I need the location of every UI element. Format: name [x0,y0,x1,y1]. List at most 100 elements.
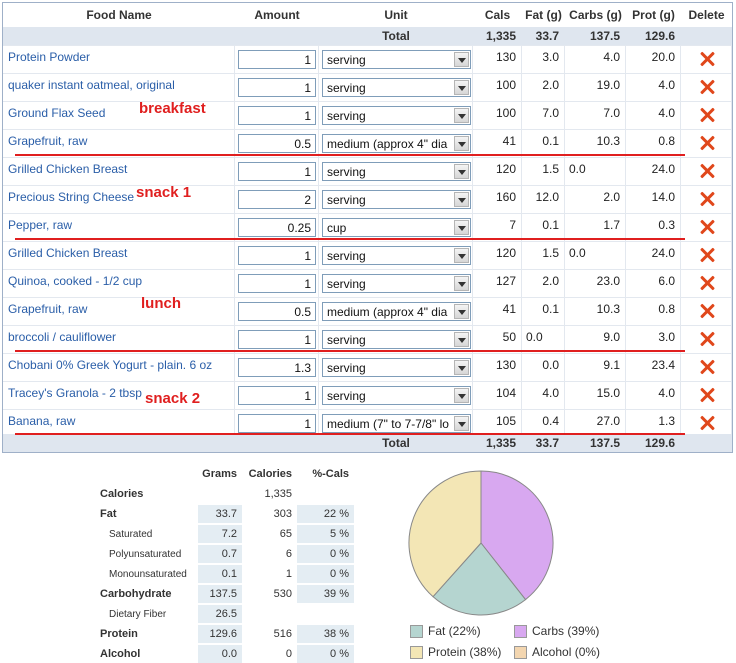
nutrient-label: Protein [100,628,138,640]
unit-selected-value: serving [327,361,366,375]
food-name-link[interactable]: Grilled Chicken Breast [3,242,235,269]
amount-input[interactable]: 1 [238,50,316,69]
cals-value: 105 [473,410,522,437]
carbs-value: 27.0 [565,410,626,437]
delete-icon[interactable] [699,247,715,263]
unit-select[interactable]: serving [322,330,471,349]
fat-value: 3.0 [522,46,565,73]
food-name-link[interactable]: Grapefruit, raw [3,298,235,325]
unit-select[interactable]: serving [322,162,471,181]
food-row: Ground Flax Seed 1 serving 100 7.0 7.0 4.0 [3,101,732,129]
nutrition-summary: Grams Calories %-Cals Calories 1,335 Fat 33… [96,463,356,663]
amount-input[interactable]: 1 [238,386,316,405]
unit-select[interactable]: serving [322,78,471,97]
unit-selected-value: serving [327,53,366,67]
unit-select[interactable]: serving [322,106,471,125]
amount-input[interactable]: 1.3 [238,358,316,377]
total-label: Total [382,436,410,450]
chevron-down-icon[interactable] [454,248,469,263]
food-name-link[interactable]: broccoli / cauliflower [3,326,235,353]
amount-input[interactable]: 0.5 [238,302,316,321]
chevron-down-icon[interactable] [454,332,469,347]
unit-select[interactable]: medium (approx 4" dia [322,134,471,153]
delete-icon[interactable] [699,303,715,319]
unit-select[interactable]: serving [322,50,471,69]
delete-icon[interactable] [699,79,715,95]
food-row: Pepper, raw 0.25 cup 7 0.1 1.7 0.3 [3,213,732,241]
total-carbs: 137.5 [589,29,620,43]
delete-icon[interactable] [699,163,715,179]
fat-value: 0.1 [522,214,565,241]
food-name-link[interactable]: Protein Powder [3,46,235,73]
food-name-link[interactable]: Precious String Cheese [3,186,235,213]
amount-input[interactable]: 1 [238,330,316,349]
amount-input[interactable]: 2 [238,190,316,209]
chevron-down-icon[interactable] [454,136,469,151]
delete-icon[interactable] [699,415,715,431]
amount-input[interactable]: 0.25 [238,218,316,237]
delete-icon[interactable] [699,219,715,235]
chevron-down-icon[interactable] [454,220,469,235]
legend-label: Protein (38%) [428,645,502,659]
delete-icon[interactable] [699,107,715,123]
delete-icon[interactable] [699,191,715,207]
unit-select[interactable]: serving [322,274,471,293]
amount-input[interactable]: 0.5 [238,134,316,153]
total-label: Total [382,29,410,43]
legend-swatch [514,624,527,638]
cals-value: 41 [473,130,522,157]
delete-icon[interactable] [699,135,715,151]
food-name-link[interactable]: Grilled Chicken Breast [3,158,235,185]
amount-input[interactable]: 1 [238,414,316,433]
chevron-down-icon[interactable] [454,80,469,95]
chevron-down-icon[interactable] [454,108,469,123]
amount-input[interactable]: 1 [238,274,316,293]
delete-icon[interactable] [699,51,715,67]
chevron-down-icon[interactable] [454,192,469,207]
carbs-value: 19.0 [565,74,626,101]
amount-input[interactable]: 1 [238,78,316,97]
carbs-value: 1.7 [565,214,626,241]
unit-select[interactable]: serving [322,386,471,405]
unit-select[interactable]: serving [322,358,471,377]
food-name-link[interactable]: Ground Flax Seed [3,102,235,129]
nutrient-pct: 0 % [297,645,354,663]
delete-icon[interactable] [699,387,715,403]
delete-icon[interactable] [699,331,715,347]
amount-input[interactable]: 1 [238,162,316,181]
food-name-link[interactable]: quaker instant oatmeal, original [3,74,235,101]
unit-select[interactable]: cup [322,218,471,237]
food-row: broccoli / cauliflower 1 serving 50 0.0 9.0 3.… [3,325,732,353]
nutrient-calories: 65 [279,528,292,540]
legend-alcohol: Alcohol (0%) [514,645,600,659]
nutrient-row: Saturated 7.2 65 5 % [96,525,354,543]
unit-select[interactable]: serving [322,246,471,265]
unit-select[interactable]: medium (7" to 7-7/8" lo [322,414,471,433]
unit-select[interactable]: medium (approx 4" dia [322,302,471,321]
food-name-link[interactable]: Chobani 0% Greek Yogurt - plain. 6 oz [3,354,235,381]
chevron-down-icon[interactable] [454,388,469,403]
chevron-down-icon[interactable] [454,360,469,375]
unit-selected-value: serving [327,109,366,123]
chevron-down-icon[interactable] [454,52,469,67]
amount-input[interactable]: 1 [238,106,316,125]
amount-input[interactable]: 1 [238,246,316,265]
cals-value: 130 [473,46,522,73]
delete-icon[interactable] [699,359,715,375]
chevron-down-icon[interactable] [454,416,469,431]
legend-swatch [410,624,423,638]
chevron-down-icon[interactable] [454,276,469,291]
food-name-link[interactable]: Grapefruit, raw [3,130,235,157]
pie-slice-protein [408,470,482,598]
carbs-value: 9.1 [565,354,626,381]
food-name-link[interactable]: Pepper, raw [3,214,235,241]
chevron-down-icon[interactable] [454,304,469,319]
food-name-link[interactable]: Banana, raw [3,410,235,437]
unit-select[interactable]: serving [322,190,471,209]
chevron-down-icon[interactable] [454,164,469,179]
food-name-link[interactable]: Quinoa, cooked - 1/2 cup [3,270,235,297]
food-name-link[interactable]: Tracey's Granola - 2 tbsp [3,382,235,409]
col-prot: Prot (g) [632,8,675,22]
delete-icon[interactable] [699,275,715,291]
unit-selected-value: serving [327,389,366,403]
